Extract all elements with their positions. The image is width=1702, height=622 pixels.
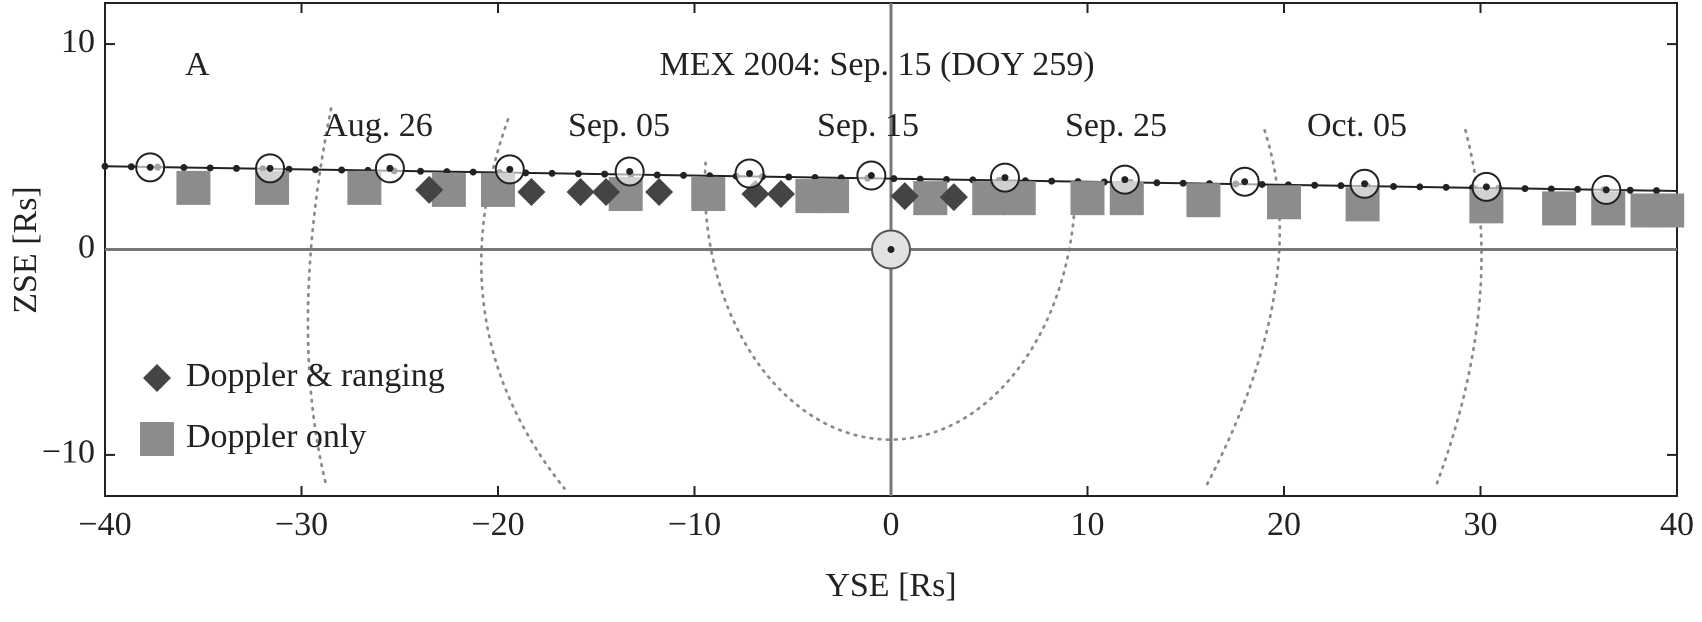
distance-arcs [306, 107, 1483, 490]
circled-marker-dot [1241, 178, 1249, 186]
arc [1433, 128, 1483, 490]
diamond-marker [415, 175, 444, 204]
circled-marker-dot [1001, 174, 1009, 182]
arc [1203, 128, 1282, 490]
sun-center [887, 246, 895, 253]
circled-marker-dot [1482, 183, 1490, 191]
date-label: Sep. 25 [1065, 107, 1167, 144]
x-tick-label: 40 [1660, 506, 1694, 543]
date-label: Oct. 05 [1307, 107, 1407, 144]
x-tick-label: −20 [471, 506, 524, 543]
diamond-marker [766, 180, 795, 209]
circled-marker-dot [386, 164, 394, 172]
x-tick-label: 30 [1464, 506, 1498, 543]
diamond-marker [890, 182, 919, 211]
circled-marker-dot [266, 164, 274, 172]
panel-label: A [185, 46, 210, 83]
x-tick-label: −40 [78, 506, 131, 543]
date-label: Sep. 15 [817, 107, 919, 144]
legend-marker [143, 364, 171, 392]
square-marker [1186, 183, 1221, 218]
circled-marker-dot [626, 167, 634, 175]
y-tick-label: 0 [78, 228, 95, 265]
square-marker [1070, 181, 1105, 216]
date-label: Sep. 05 [568, 107, 670, 144]
legend-label: Doppler only [186, 418, 366, 455]
diamond-marker [939, 183, 968, 212]
square-marker [347, 170, 382, 205]
x-tick-label: 20 [1267, 506, 1301, 543]
circled-marker-dot [1121, 176, 1129, 184]
y-tick-label: 10 [61, 23, 95, 60]
legend-label: Doppler & ranging [186, 357, 445, 394]
circled-marker-dot [867, 172, 875, 180]
square-marker [691, 177, 726, 212]
arc [306, 107, 333, 485]
y-tick-label: −10 [42, 434, 95, 471]
diamond-marker [566, 177, 595, 206]
date-label: Aug. 26 [323, 107, 433, 144]
x-axis-label: YSE [Rs] [825, 567, 956, 604]
x-tick-label: 10 [1071, 506, 1105, 543]
square-marker [815, 179, 850, 214]
chart-title: MEX 2004: Sep. 15 (DOY 259) [659, 46, 1094, 83]
circled-marker-dot [1602, 186, 1610, 194]
circled-marker-dot [1361, 180, 1369, 188]
square-marker [1650, 193, 1685, 228]
diamond-marker [645, 177, 674, 206]
square-marker [1542, 191, 1577, 226]
circled-marker-dot [746, 169, 754, 177]
diamond-marker [592, 177, 621, 206]
x-tick-label: −30 [275, 506, 328, 543]
x-tick-label: 0 [883, 506, 900, 543]
arc [703, 161, 1077, 441]
circled-marker-dot [506, 165, 514, 173]
x-tick-label: −10 [668, 506, 721, 543]
diamond-marker [517, 177, 546, 206]
circled-marker-dot [146, 163, 154, 171]
legend-marker [140, 422, 174, 456]
square-marker [1267, 185, 1301, 220]
y-axis-label: ZSE [Rs] [7, 186, 44, 314]
trajectory-dots [101, 162, 1681, 195]
square-marker [176, 170, 211, 205]
